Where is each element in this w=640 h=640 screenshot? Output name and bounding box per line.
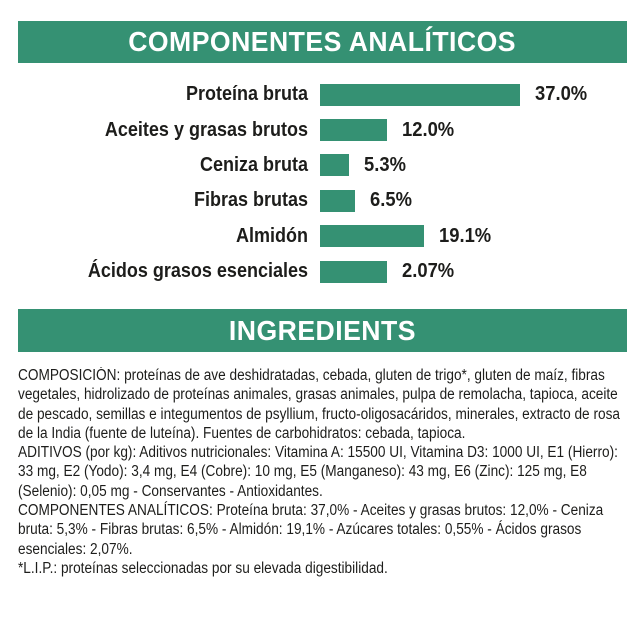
analytical-components-header: COMPONENTES ANALÍTICOS	[18, 21, 627, 63]
chart-row: Fibras brutas 6.5%	[0, 183, 640, 218]
chart-row: Almidón 19.1%	[0, 219, 640, 254]
chart-row: Aceites y grasas brutos 12.0%	[0, 112, 640, 147]
additives-paragraph: ADITIVOS (por kg): Aditivos nutricionale…	[18, 444, 618, 500]
chart-row-bar	[320, 260, 387, 283]
chart-row-label: Ceniza bruta	[199, 153, 308, 176]
chart-row: Ácidos grasos esenciales 2.07%	[0, 254, 640, 289]
chart-row-value: 37.0%	[535, 83, 588, 106]
chart-row-bar	[320, 154, 349, 177]
composition-paragraph: COMPOSICIÓN: proteínas de ave deshidrata…	[18, 367, 620, 442]
chart-row-bar	[320, 119, 387, 142]
ingredients-title: INGREDIENTS	[228, 314, 417, 346]
chart-row: Proteína bruta 37.0%	[0, 77, 640, 112]
chart-row-label: Almidón	[236, 224, 308, 247]
lip-note: *L.I.P.: proteínas seleccionadas por su …	[18, 559, 388, 577]
chart-row-label: Proteína bruta	[185, 83, 308, 106]
ingredients-text-block: COMPOSICIÓN: proteínas de ave deshidrata…	[18, 366, 627, 578]
chart-row-value: 12.0%	[402, 118, 455, 141]
chart-row-bar	[320, 225, 424, 248]
chart-row-label: Fibras brutas	[193, 189, 308, 212]
chart-row-bar	[320, 189, 355, 212]
chart-row: Ceniza bruta 5.3%	[0, 148, 640, 183]
chart-row-value: 6.5%	[370, 189, 412, 212]
chart-row-value: 19.1%	[439, 224, 492, 247]
chart-row-label: Ácidos grasos esenciales	[87, 260, 308, 283]
ingredients-header: INGREDIENTS	[18, 309, 627, 352]
chart-row-value: 5.3%	[364, 153, 406, 176]
analytical-constituents-paragraph: COMPONENTES ANALÍTICOS: Proteína bruta: …	[18, 502, 604, 558]
analytical-components-title: COMPONENTES ANALÍTICOS	[128, 26, 517, 57]
chart-row-value: 2.07%	[402, 260, 455, 283]
chart-row-label: Aceites y grasas brutos	[104, 118, 308, 141]
chart-row-bar	[320, 83, 520, 106]
analytical-components-chart: Proteína bruta 37.0% Aceites y grasas br…	[0, 77, 640, 289]
